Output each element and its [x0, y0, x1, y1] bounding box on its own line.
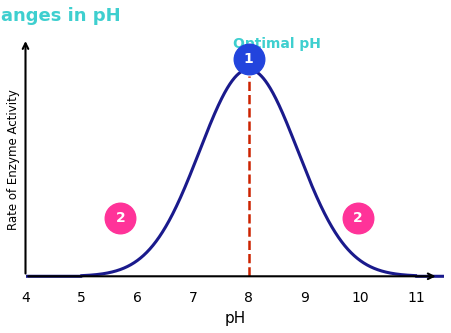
Text: 2: 2 — [115, 211, 125, 225]
Text: 1: 1 — [244, 52, 253, 66]
Text: 2: 2 — [353, 211, 363, 225]
Text: Optimal pH: Optimal pH — [233, 38, 321, 52]
Text: Changes in pH: Changes in pH — [0, 7, 121, 25]
Y-axis label: Rate of Enzyme Activity: Rate of Enzyme Activity — [7, 89, 20, 230]
X-axis label: pH: pH — [224, 311, 245, 326]
